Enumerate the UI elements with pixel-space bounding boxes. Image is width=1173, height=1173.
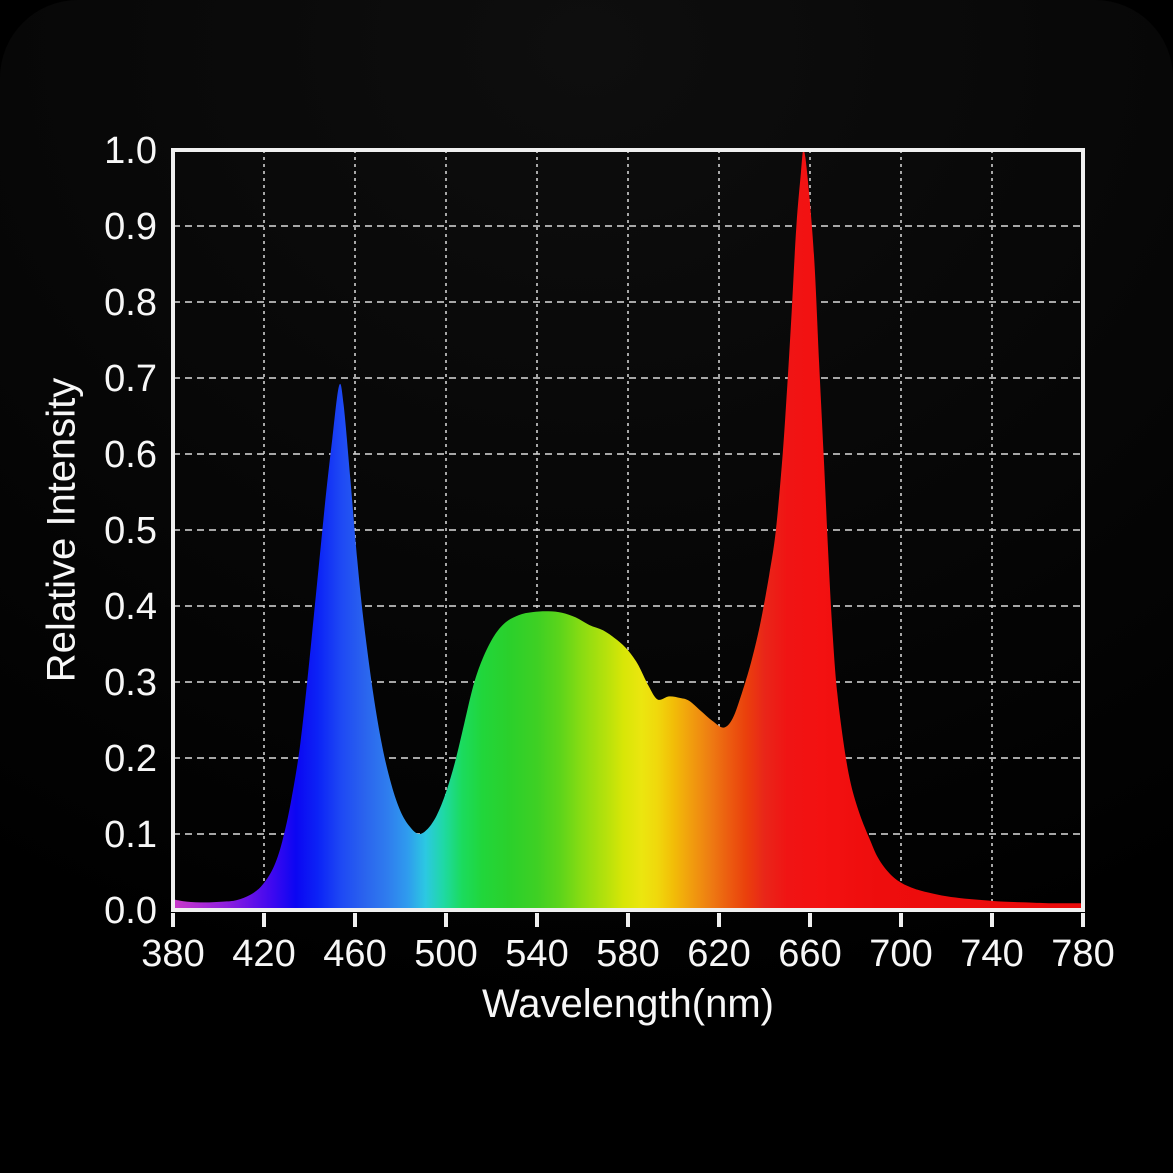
x-tick-label: 460 bbox=[323, 933, 386, 975]
spectrum-area bbox=[173, 150, 1083, 910]
y-tick-label: 0.2 bbox=[104, 738, 157, 780]
x-tick-label: 420 bbox=[232, 933, 295, 975]
y-tick-label: 0.4 bbox=[104, 586, 157, 628]
y-tick-label: 0.1 bbox=[104, 814, 157, 856]
y-tick-label: 0.9 bbox=[104, 206, 157, 248]
y-axis-title: Relative Intensity bbox=[39, 377, 84, 683]
x-tick-label: 540 bbox=[505, 933, 568, 975]
y-tick-label: 1.0 bbox=[104, 130, 157, 172]
x-tick-label: 380 bbox=[141, 933, 204, 975]
x-tick-label: 660 bbox=[778, 933, 841, 975]
y-tick-label: 0.7 bbox=[104, 358, 157, 400]
x-tick-label: 580 bbox=[596, 933, 659, 975]
x-tick-label: 740 bbox=[960, 933, 1023, 975]
y-tick-label: 0.5 bbox=[104, 510, 157, 552]
x-tick-label: 780 bbox=[1051, 933, 1114, 975]
y-tick-label: 0.6 bbox=[104, 434, 157, 476]
x-axis-title: Wavelength(nm) bbox=[482, 982, 774, 1026]
x-tick-label: 500 bbox=[414, 933, 477, 975]
x-axis-tick-labels: 380 420 460 500 540 580 620 660 700 740 780 bbox=[141, 933, 1114, 975]
y-tick-label: 0.0 bbox=[104, 890, 157, 932]
y-tick-label: 0.3 bbox=[104, 662, 157, 704]
x-tick-label: 700 bbox=[869, 933, 932, 975]
plot-border bbox=[171, 148, 1085, 912]
x-tick-label: 620 bbox=[687, 933, 750, 975]
y-tick-label: 0.8 bbox=[104, 282, 157, 324]
x-axis-ticks bbox=[171, 913, 1085, 927]
y-axis-tick-labels: 0.0 0.1 0.2 0.3 0.4 0.5 0.6 0.7 0.8 0.9 1.0 bbox=[104, 130, 157, 932]
